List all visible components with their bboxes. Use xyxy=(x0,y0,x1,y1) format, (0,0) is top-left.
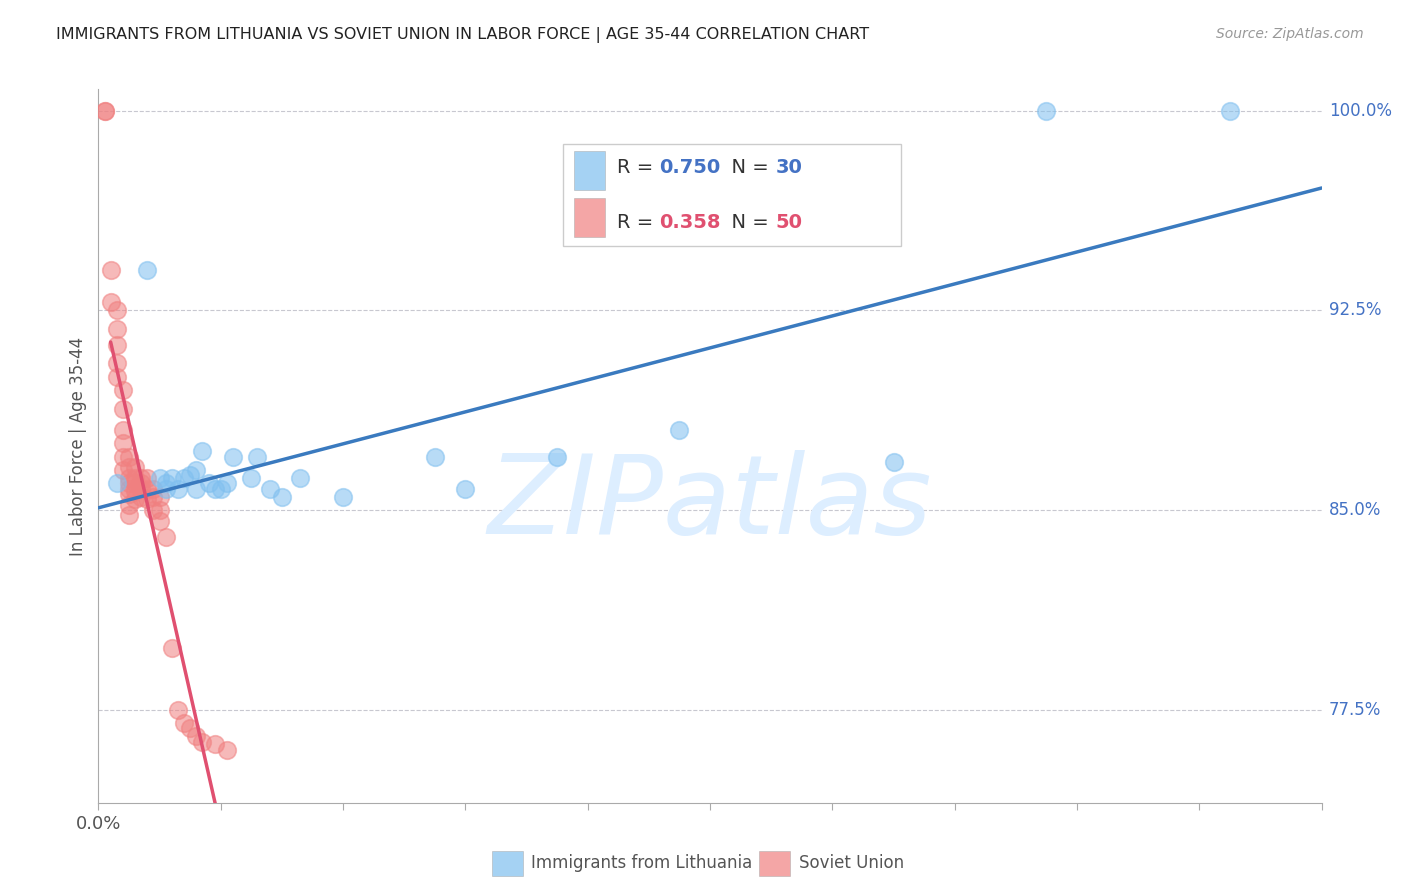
Point xyxy=(149,503,172,517)
Point xyxy=(167,703,190,717)
Point xyxy=(883,455,905,469)
Point xyxy=(1219,103,1241,118)
Text: R =: R = xyxy=(617,158,659,177)
Point xyxy=(155,476,177,491)
Point xyxy=(186,729,208,743)
Point xyxy=(93,103,115,118)
Text: 92.5%: 92.5% xyxy=(1329,301,1381,319)
Text: 77.5%: 77.5% xyxy=(1329,700,1381,719)
Text: Soviet Union: Soviet Union xyxy=(799,855,904,872)
Point xyxy=(105,369,128,384)
Point xyxy=(105,338,128,352)
Point xyxy=(668,423,690,437)
Point xyxy=(136,471,159,485)
Point xyxy=(100,295,122,310)
Text: 50: 50 xyxy=(776,213,803,232)
Point xyxy=(118,508,141,523)
Point xyxy=(111,401,134,416)
Point xyxy=(215,476,238,491)
Point xyxy=(160,641,183,656)
Point xyxy=(173,471,195,485)
Point xyxy=(129,482,152,496)
Text: N =: N = xyxy=(720,158,775,177)
Point xyxy=(215,742,238,756)
Point xyxy=(197,476,219,491)
Point xyxy=(111,436,134,450)
Point xyxy=(222,450,245,464)
Point xyxy=(160,471,183,485)
Point xyxy=(142,503,165,517)
Point xyxy=(111,423,134,437)
Point xyxy=(111,383,134,397)
Text: 85.0%: 85.0% xyxy=(1329,501,1381,519)
Point xyxy=(546,450,568,464)
Point xyxy=(191,734,214,748)
Text: IMMIGRANTS FROM LITHUANIA VS SOVIET UNION IN LABOR FORCE | AGE 35-44 CORRELATION: IMMIGRANTS FROM LITHUANIA VS SOVIET UNIO… xyxy=(56,27,869,43)
Point xyxy=(124,460,146,475)
Point xyxy=(93,103,115,118)
Point xyxy=(204,482,226,496)
Text: Source: ZipAtlas.com: Source: ZipAtlas.com xyxy=(1216,27,1364,41)
Text: 30: 30 xyxy=(776,158,803,177)
Point xyxy=(118,476,141,491)
Point xyxy=(155,482,177,496)
Point xyxy=(332,490,354,504)
Point xyxy=(111,450,134,464)
Point xyxy=(124,492,146,507)
Point xyxy=(204,737,226,751)
Point xyxy=(105,356,128,370)
Point xyxy=(118,460,141,475)
Point xyxy=(149,514,172,528)
Point xyxy=(142,482,165,496)
Point xyxy=(270,490,292,504)
Text: R =: R = xyxy=(617,213,659,232)
Text: Immigrants from Lithuania: Immigrants from Lithuania xyxy=(531,855,752,872)
Point xyxy=(155,529,177,543)
Text: 0.358: 0.358 xyxy=(659,213,720,232)
Point xyxy=(111,463,134,477)
Point xyxy=(186,463,208,477)
Point xyxy=(124,471,146,485)
Point xyxy=(290,471,312,485)
Point xyxy=(118,487,141,501)
Point xyxy=(118,471,141,485)
Point xyxy=(149,490,172,504)
Point xyxy=(149,471,172,485)
Point xyxy=(118,498,141,512)
Point xyxy=(167,482,190,496)
Point xyxy=(179,468,201,483)
Point xyxy=(124,484,146,499)
Point xyxy=(259,482,281,496)
Point xyxy=(105,476,128,491)
Point xyxy=(136,263,159,277)
Point xyxy=(100,263,122,277)
Point xyxy=(186,482,208,496)
Y-axis label: In Labor Force | Age 35-44: In Labor Force | Age 35-44 xyxy=(69,336,87,556)
Point xyxy=(142,490,165,504)
Text: ZIPatlas: ZIPatlas xyxy=(488,450,932,557)
Point xyxy=(129,471,152,485)
Point xyxy=(179,721,201,735)
Text: N =: N = xyxy=(720,213,775,232)
Point xyxy=(136,482,159,496)
Point xyxy=(118,450,141,464)
Point xyxy=(209,482,232,496)
Point xyxy=(118,482,141,496)
Point xyxy=(423,450,446,464)
Point xyxy=(191,444,214,458)
Point xyxy=(136,492,159,507)
Point xyxy=(129,476,152,491)
Point xyxy=(124,476,146,491)
Point xyxy=(173,715,195,730)
Text: 0.750: 0.750 xyxy=(659,158,720,177)
Point xyxy=(105,303,128,318)
Point xyxy=(454,482,477,496)
Text: 100.0%: 100.0% xyxy=(1329,102,1392,120)
Point xyxy=(1035,103,1057,118)
Point xyxy=(246,450,269,464)
Point xyxy=(240,471,263,485)
Point xyxy=(105,322,128,336)
Point xyxy=(129,490,152,504)
